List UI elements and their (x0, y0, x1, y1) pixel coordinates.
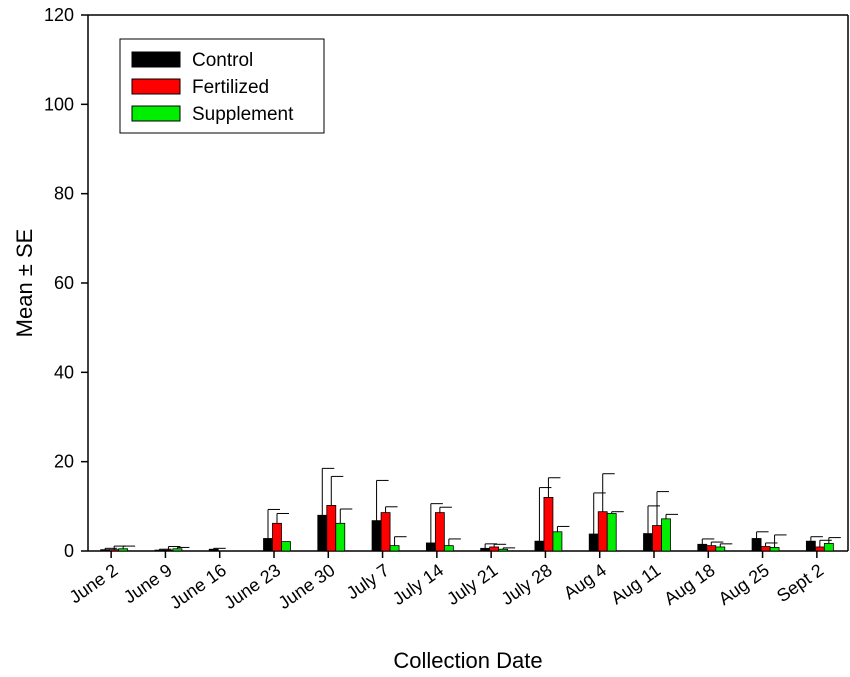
bar-control-7 (481, 548, 490, 551)
bar-fertilized-9 (598, 512, 607, 551)
bar-fertilized-13 (815, 547, 824, 551)
legend-label-control: Control (192, 50, 253, 71)
y-tick-label: 120 (44, 5, 74, 25)
bar-control-2 (209, 549, 218, 551)
bar-fertilized-0 (110, 550, 119, 551)
bar-control-4 (318, 515, 327, 551)
error-bars (105, 468, 841, 550)
legend-swatch-control (132, 52, 180, 67)
y-tick-label: 80 (54, 184, 74, 204)
x-tick-label: June 2 (66, 560, 122, 607)
bar-supplement-5 (390, 546, 399, 551)
bar-supplement-10 (662, 519, 671, 551)
bar-control-1 (155, 550, 164, 551)
bar-supplement-0 (119, 549, 128, 551)
x-tick-label: July 21 (443, 560, 501, 609)
y-tick-label: 0 (64, 541, 74, 561)
bar-supplement-7 (499, 549, 508, 551)
bar-fertilized-11 (707, 546, 716, 551)
bar-control-6 (426, 543, 435, 551)
legend-swatch-fertilized (132, 79, 180, 94)
x-tick-label: Aug 11 (607, 560, 664, 608)
bar-fertilized-8 (544, 497, 553, 551)
bar-fertilized-12 (761, 547, 770, 551)
y-tick-label: 20 (54, 452, 74, 472)
bar-control-8 (535, 541, 544, 551)
x-tick-label: July 14 (389, 560, 447, 609)
bar-fertilized-10 (653, 526, 662, 551)
y-axis-title: Mean ± SE (12, 229, 37, 338)
bar-fertilized-5 (381, 513, 390, 551)
x-tick-label: Aug 4 (560, 560, 610, 603)
bar-control-5 (372, 521, 381, 551)
bar-control-12 (752, 538, 761, 551)
y-axis-ticks: 0 20 40 60 80 100 120 (44, 5, 88, 561)
bar-control-3 (264, 538, 273, 551)
bar-fertilized-3 (273, 523, 282, 551)
y-tick-label: 60 (54, 273, 74, 293)
x-tick-label: June 16 (166, 560, 230, 613)
bar-supplement-8 (553, 532, 562, 551)
bar-series (101, 497, 834, 551)
bar-supplement-4 (336, 523, 345, 551)
legend-swatch-supplement (132, 106, 180, 121)
bar-supplement-6 (444, 546, 453, 551)
bar-supplement-12 (770, 547, 779, 551)
bar-control-10 (644, 534, 653, 551)
bar-supplement-13 (824, 543, 833, 551)
x-tick-label: Aug 18 (660, 560, 718, 609)
bar-fertilized-7 (490, 547, 499, 551)
bar-supplement-11 (716, 547, 725, 551)
bar-fertilized-4 (327, 505, 336, 551)
y-tick-label: 100 (44, 94, 74, 114)
x-tick-label: July 28 (498, 560, 556, 609)
bar-control-9 (589, 534, 598, 551)
bar-supplement-1 (173, 549, 182, 551)
x-tick-label: July 7 (343, 560, 393, 603)
bar-control-11 (698, 544, 707, 551)
x-tick-label: June 30 (275, 560, 339, 613)
x-tick-label: Sept 2 (773, 560, 827, 606)
bar-control-0 (101, 550, 110, 551)
bar-fertilized-1 (164, 550, 173, 551)
x-axis-title: Collection Date (393, 648, 542, 673)
x-tick-label: June 23 (220, 560, 284, 613)
legend-label-fertilized: Fertilized (192, 77, 269, 98)
bar-supplement-3 (282, 542, 291, 551)
bar-fertilized-6 (435, 513, 444, 551)
legend-label-supplement: Supplement (192, 104, 294, 125)
bar-supplement-9 (607, 513, 616, 551)
bar-control-13 (806, 541, 815, 551)
y-tick-label: 40 (54, 362, 74, 382)
legend: Control Fertilized Supplement (120, 39, 324, 133)
x-tick-label: Aug 25 (715, 560, 773, 609)
